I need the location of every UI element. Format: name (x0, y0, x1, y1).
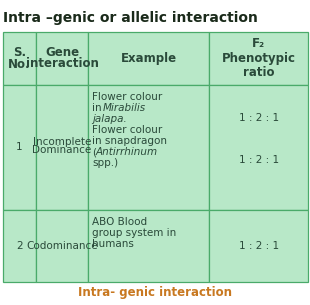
Text: jalapa.: jalapa. (92, 114, 127, 124)
Bar (3, 84, 36, 210)
Text: ABO Blood: ABO Blood (92, 217, 147, 227)
Text: Mirabilis: Mirabilis (103, 103, 146, 113)
Text: 1 : 2 : 1: 1 : 2 : 1 (239, 241, 279, 251)
Text: Flower colour: Flower colour (92, 92, 162, 102)
Text: 1 : 2 : 1: 1 : 2 : 1 (239, 113, 279, 123)
Text: group system in: group system in (92, 228, 176, 238)
Text: humans: humans (92, 239, 134, 249)
Bar (36, 84, 88, 210)
Text: in: in (92, 103, 105, 113)
Bar (88, 32, 209, 84)
Text: S.: S. (13, 46, 26, 59)
Text: Example: Example (121, 52, 177, 65)
Text: No.: No. (8, 58, 31, 71)
Bar (88, 84, 209, 210)
Bar (3, 32, 36, 84)
Text: Incomplete: Incomplete (33, 138, 91, 148)
Text: Flower colour: Flower colour (92, 125, 162, 135)
Text: in snapdragon: in snapdragon (92, 136, 167, 146)
Text: ratio: ratio (243, 66, 275, 80)
Text: 2: 2 (16, 241, 23, 251)
Text: Phenotypic: Phenotypic (222, 52, 296, 65)
Bar (3, 210, 36, 282)
Bar (36, 32, 88, 84)
Text: spp.): spp.) (92, 158, 118, 168)
Text: Gene: Gene (45, 46, 79, 59)
Bar (209, 32, 308, 84)
Text: 1 : 2 : 1: 1 : 2 : 1 (239, 155, 279, 165)
Bar (88, 210, 209, 282)
Text: 1: 1 (16, 142, 23, 152)
Text: Dominance: Dominance (32, 145, 92, 155)
Text: interaction: interaction (25, 57, 99, 70)
Bar (209, 84, 308, 210)
Text: Intra- genic interaction: Intra- genic interaction (78, 286, 232, 299)
Text: F₂: F₂ (252, 37, 265, 50)
Text: Antirrhinum: Antirrhinum (96, 147, 158, 157)
Bar (209, 210, 308, 282)
Text: Intra –genic or allelic interaction: Intra –genic or allelic interaction (3, 11, 258, 25)
Text: Codominance: Codominance (26, 241, 98, 251)
Bar (36, 210, 88, 282)
Text: (: ( (92, 147, 96, 157)
